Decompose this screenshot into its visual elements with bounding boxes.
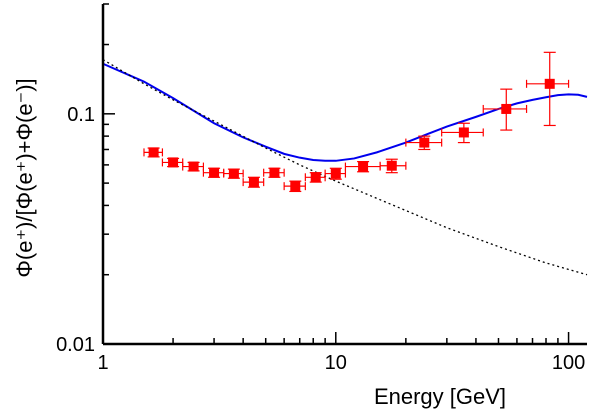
square-marker <box>269 167 280 178</box>
square-marker <box>148 147 159 158</box>
square-marker <box>168 157 179 168</box>
data-point <box>525 51 570 127</box>
data-point <box>223 168 244 179</box>
square-marker <box>248 177 259 188</box>
model-curve-solid <box>102 62 588 162</box>
data-points <box>143 51 570 193</box>
x-axis-title: Energy [GeV] <box>374 384 506 409</box>
square-marker <box>228 168 239 179</box>
y-tick-label: 0.1 <box>67 104 95 126</box>
square-marker <box>358 161 369 172</box>
square-marker <box>501 103 512 114</box>
x-tick-label: 10 <box>325 352 347 374</box>
data-point <box>202 167 225 178</box>
model-curve-dotted <box>102 59 588 276</box>
square-marker <box>209 167 220 178</box>
data-point <box>344 161 381 173</box>
square-marker <box>188 161 199 172</box>
data-point <box>182 161 205 172</box>
data-point <box>441 122 484 144</box>
model-curves <box>102 59 588 276</box>
data-point <box>161 157 184 168</box>
data-point <box>283 180 306 193</box>
y-axis-ticks: 0.01 0.1 <box>56 3 115 356</box>
data-point <box>405 135 443 151</box>
data-point <box>379 158 407 174</box>
x-tick-label: 1 <box>97 352 108 374</box>
square-marker <box>458 127 469 138</box>
square-marker <box>386 160 397 171</box>
y-tick-label: 0.01 <box>56 334 95 356</box>
square-marker <box>290 181 301 192</box>
square-marker <box>310 172 321 183</box>
data-point <box>263 167 285 178</box>
data-point <box>304 172 326 183</box>
square-marker <box>544 78 555 89</box>
x-axis-ticks: 1 10 100 <box>97 332 585 374</box>
data-point <box>143 147 164 158</box>
x-tick-label: 100 <box>552 352 585 374</box>
square-marker <box>419 137 430 148</box>
data-point <box>324 167 347 180</box>
data-point <box>242 176 265 188</box>
axes: 1 10 100 0.01 0.1 <box>56 3 587 374</box>
data-point <box>482 88 528 131</box>
square-marker <box>330 168 341 179</box>
y-axis-title: Φ(e⁺)/[Φ(e⁺)+Φ(e⁻)] <box>12 78 37 277</box>
plot-area <box>102 51 588 276</box>
